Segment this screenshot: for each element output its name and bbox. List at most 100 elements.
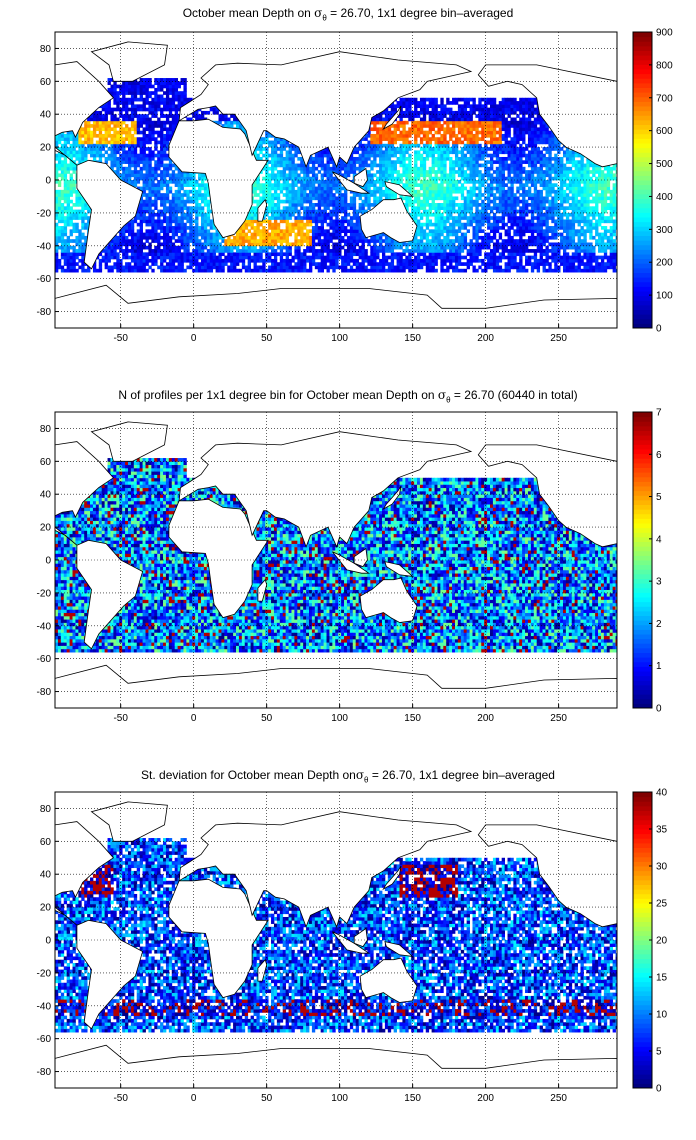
y-tick-label: 40 [40,490,52,501]
panel-profile-count: N of profiles per 1x1 degree bin for Oct… [0,380,696,750]
title-sub: θ [364,775,368,784]
y-tick-label: -60 [37,654,52,665]
title-sigma: σ [314,6,322,20]
y-tick-label: -20 [37,208,52,219]
y-tick-label: 80 [40,44,52,55]
x-tick-label: -50 [113,333,128,344]
title-text: N of profiles per 1x1 degree bin for Oct… [118,388,438,402]
colorbar-tick-label: 0 [656,704,662,715]
colorbar-tick-label: 900 [656,28,673,39]
title-sub: θ [322,13,326,22]
colorbar-tick-label: 3 [656,577,662,588]
panel-title: N of profiles per 1x1 degree bin for Oct… [0,388,696,407]
x-tick-label: 200 [477,333,494,344]
colorbar: 0 5 10 15 20 25 30 35 40 [632,788,668,1095]
y-tick-label: 20 [40,143,52,154]
colorbar-tick-label: 6 [656,450,662,461]
colorbar-tick-label: 400 [656,192,673,203]
x-tick-label: 0 [191,713,197,724]
x-tick-label: -50 [113,713,128,724]
map-std-deviation: -50 0 50 100 150 200 250806040200-20-40-60-800… [37,788,668,1105]
ocean-data-field [55,41,617,328]
y-tick-label: -80 [37,307,52,318]
colorbar: 0 1 2 3 4 5 6 7 [632,408,662,715]
colorbar-tick-label: 100 [656,291,673,302]
y-tick-label: -20 [37,588,52,599]
x-tick-label: -50 [113,1093,128,1104]
y-tick-label: 20 [40,523,52,534]
colorbar-tick-label: 300 [656,225,673,236]
colorbar-tick-label: 600 [656,126,673,137]
grid-lines [55,32,617,328]
title-text-end: = 26.70 (60440 in total) [451,388,578,402]
colorbar-tick-label: 35 [656,825,668,836]
y-tick-label: -80 [37,687,52,698]
y-tick-label: 40 [40,110,52,121]
x-tick-label: 100 [331,1093,348,1104]
map-mean-depth: -50 0 50 100 150 200 250 80 60 40 200 -20 -40 -60 -80 0… [37,28,674,345]
title-sigma: σ [356,768,364,782]
y-tick-label: 60 [40,457,52,468]
y-tick-label: -80 [37,1067,52,1078]
colorbar-tick-label: 4 [656,534,662,545]
ocean-data-field [55,421,617,708]
colorbar-tick-label: 500 [656,159,673,170]
x-tick-label: 0 [191,1093,197,1104]
y-tick-label: -40 [37,621,52,632]
colorbar-tick-label: 0 [656,1084,662,1095]
x-tick-label: 0 [191,333,197,344]
colorbar-tick-label: 800 [656,60,673,71]
colorbar-tick-label: 700 [656,93,673,104]
panel-std-deviation: St. deviation for October mean Depth onσ… [0,760,696,1130]
title-sub: θ [446,395,450,404]
colorbar-tick-label: 200 [656,258,673,269]
colorbar-tick-label: 40 [656,788,668,799]
colorbar-tick-label: 25 [656,899,668,910]
ocean-data-field [55,801,617,1088]
y-tick-label: 60 [40,77,52,88]
colorbar-tick-label: 1 [656,661,662,672]
y-tick-label: 60 [40,837,52,848]
colorbar-tick-label: 20 [656,936,668,947]
y-tick-label: 80 [40,424,52,435]
y-tick-label: -40 [37,1001,52,1012]
title-text-end: = 26.70, 1x1 degree bin–averaged [327,6,513,20]
x-tick-label: 50 [261,713,273,724]
y-tick-label: 0 [45,176,51,187]
x-tick-label: 100 [331,713,348,724]
coastline-land [55,41,617,328]
y-tick-label: 0 [45,556,51,567]
title-text-end: = 26.70, 1x1 degree bin–averaged [368,768,555,782]
x-tick-label: 150 [404,333,421,344]
x-tick-label: 50 [261,1093,273,1104]
map-profile-count: -50 0 50 100 150 200 250806040200-20-40-60-800… [37,408,662,725]
y-tick-label: -60 [37,1034,52,1045]
y-tick-label: -60 [37,274,52,285]
y-tick-label: -40 [37,241,52,252]
x-tick-label: 100 [331,333,348,344]
x-tick-label: 50 [261,333,273,344]
x-tick-label: 150 [404,1093,421,1104]
colorbar-tick-label: 5 [656,1047,662,1058]
title-text: St. deviation for October mean Depth on [141,768,356,782]
panel-title: October mean Depth on σθ = 26.70, 1x1 de… [0,6,696,25]
title-sigma: σ [438,388,446,402]
coastline-land [55,801,617,1088]
x-tick-label: 250 [550,1093,567,1104]
x-tick-label: 200 [477,713,494,724]
y-tick-label: 20 [40,903,52,914]
colorbar-tick-label: 7 [656,408,662,419]
panel-title: St. deviation for October mean Depth onσ… [0,768,696,787]
x-tick-label: 250 [550,713,567,724]
coastline-land [55,421,617,708]
title-text: October mean Depth on [183,6,314,20]
grid-lines [55,412,617,708]
y-tick-label: 40 [40,870,52,881]
x-tick-label: 250 [550,333,567,344]
x-tick-label: 200 [477,1093,494,1104]
colorbar-tick-label: 5 [656,492,662,503]
panel-mean-depth: October mean Depth on σθ = 26.70, 1x1 de… [0,0,696,370]
y-tick-label: 0 [45,936,51,947]
grid-lines [55,792,617,1088]
y-tick-label: 80 [40,804,52,815]
